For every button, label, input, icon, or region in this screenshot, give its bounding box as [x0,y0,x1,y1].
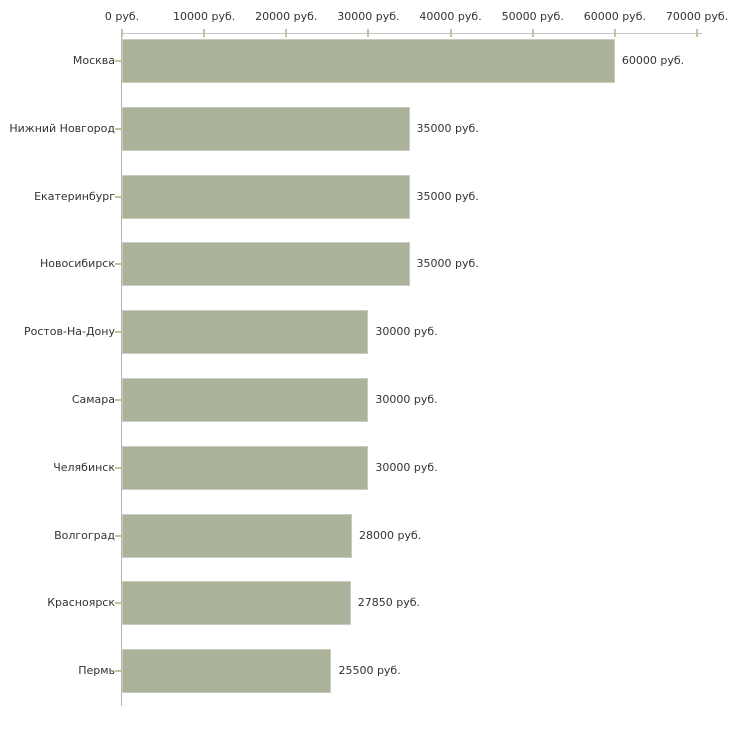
bar [122,378,369,422]
bar [122,39,615,83]
value-label: 30000 руб. [375,460,438,474]
y-axis-line [121,33,122,706]
value-label: 60000 руб. [621,54,685,67]
category-label: Челябинск [53,460,115,474]
x-tick-mark [696,29,698,37]
y-tick-mark [115,466,121,469]
x-tick-mark [121,29,123,37]
category-label: Москва [72,54,115,67]
category-label: Ростов-На-Дону [23,325,115,339]
value-label: 25500 руб. [338,664,401,678]
bar [122,106,410,151]
bar [122,649,332,694]
value-label: 30000 руб. [375,393,438,406]
value-label: 30000 руб. [375,325,438,339]
bar [122,310,369,355]
x-tick-label: 40000 руб. [419,10,482,23]
x-tick-label: 30000 руб. [337,10,400,23]
x-tick-mark [203,29,206,37]
category-label: Самара [71,393,115,406]
x-tick-label: 0 руб. [104,10,140,23]
y-tick-mark [115,60,121,62]
x-tick-label: 20000 руб. [255,10,318,23]
x-tick-mark [367,29,370,37]
value-label: 28000 руб. [359,528,422,542]
y-tick-mark [115,127,121,130]
x-tick-label: 10000 руб. [173,10,236,23]
y-tick-mark [115,195,121,198]
y-tick-mark [115,399,121,401]
value-label: 35000 руб. [416,121,479,135]
bar [122,513,352,558]
x-tick-mark [613,29,616,37]
y-tick-mark [115,670,121,673]
x-tick-mark [531,29,534,37]
y-tick-mark [115,263,121,266]
category-label: Красноярск [47,596,115,610]
x-tick-mark [449,29,452,37]
x-tick-label: 60000 руб. [583,10,646,23]
y-tick-mark [115,331,121,334]
bar [122,581,351,626]
category-label: Пермь [78,664,115,678]
category-label: Новосибирск [39,257,115,271]
value-label: 35000 руб. [416,257,479,271]
value-label: 35000 руб. [416,189,479,203]
x-tick-mark [285,29,288,37]
y-tick-mark [115,602,121,605]
bar [122,445,369,490]
category-label: Нижний Новгород [9,121,115,135]
category-label: Волгоград [54,528,115,542]
x-tick-label: 50000 руб. [501,10,564,23]
value-label: 27850 руб. [357,596,421,610]
bar [122,174,410,219]
category-label: Екатеринбург [34,189,115,203]
x-axis-line [122,33,702,34]
x-tick-label: 70000 руб. [665,10,729,23]
y-tick-mark [115,534,121,537]
bar [122,242,410,287]
